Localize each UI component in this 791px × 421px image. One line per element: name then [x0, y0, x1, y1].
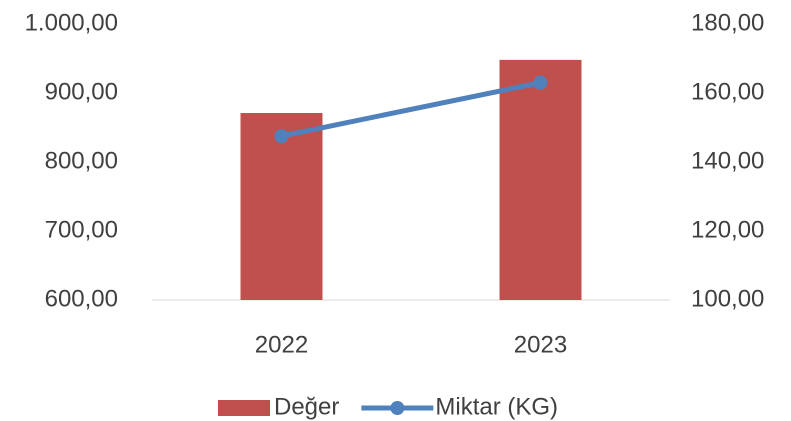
- x-tick-label: 2022: [255, 331, 308, 358]
- line-marker: [274, 129, 289, 144]
- y-tick-label: 800,00: [45, 147, 118, 174]
- y-tick-label: 700,00: [45, 216, 118, 243]
- legend-swatch: [390, 401, 405, 415]
- bar: [499, 59, 582, 300]
- bar: [240, 113, 323, 300]
- y2-tick-label: 160,00: [691, 78, 764, 105]
- y-tick-label: 600,00: [45, 285, 118, 312]
- line-marker: [533, 75, 548, 90]
- x-tick-label: 2023: [514, 331, 567, 358]
- y2-tick-label: 140,00: [691, 147, 764, 174]
- y-tick-label: 1.000,00: [25, 9, 118, 36]
- legend-label: Değer: [274, 393, 339, 420]
- line: [280, 80, 542, 139]
- legend-swatch: [218, 400, 270, 416]
- legend-label: Miktar (KG): [435, 393, 558, 420]
- y2-tick-label: 100,00: [691, 285, 764, 312]
- y-tick-label: 900,00: [45, 78, 118, 105]
- y2-tick-label: 120,00: [691, 216, 764, 243]
- y2-tick-label: 180,00: [691, 9, 764, 36]
